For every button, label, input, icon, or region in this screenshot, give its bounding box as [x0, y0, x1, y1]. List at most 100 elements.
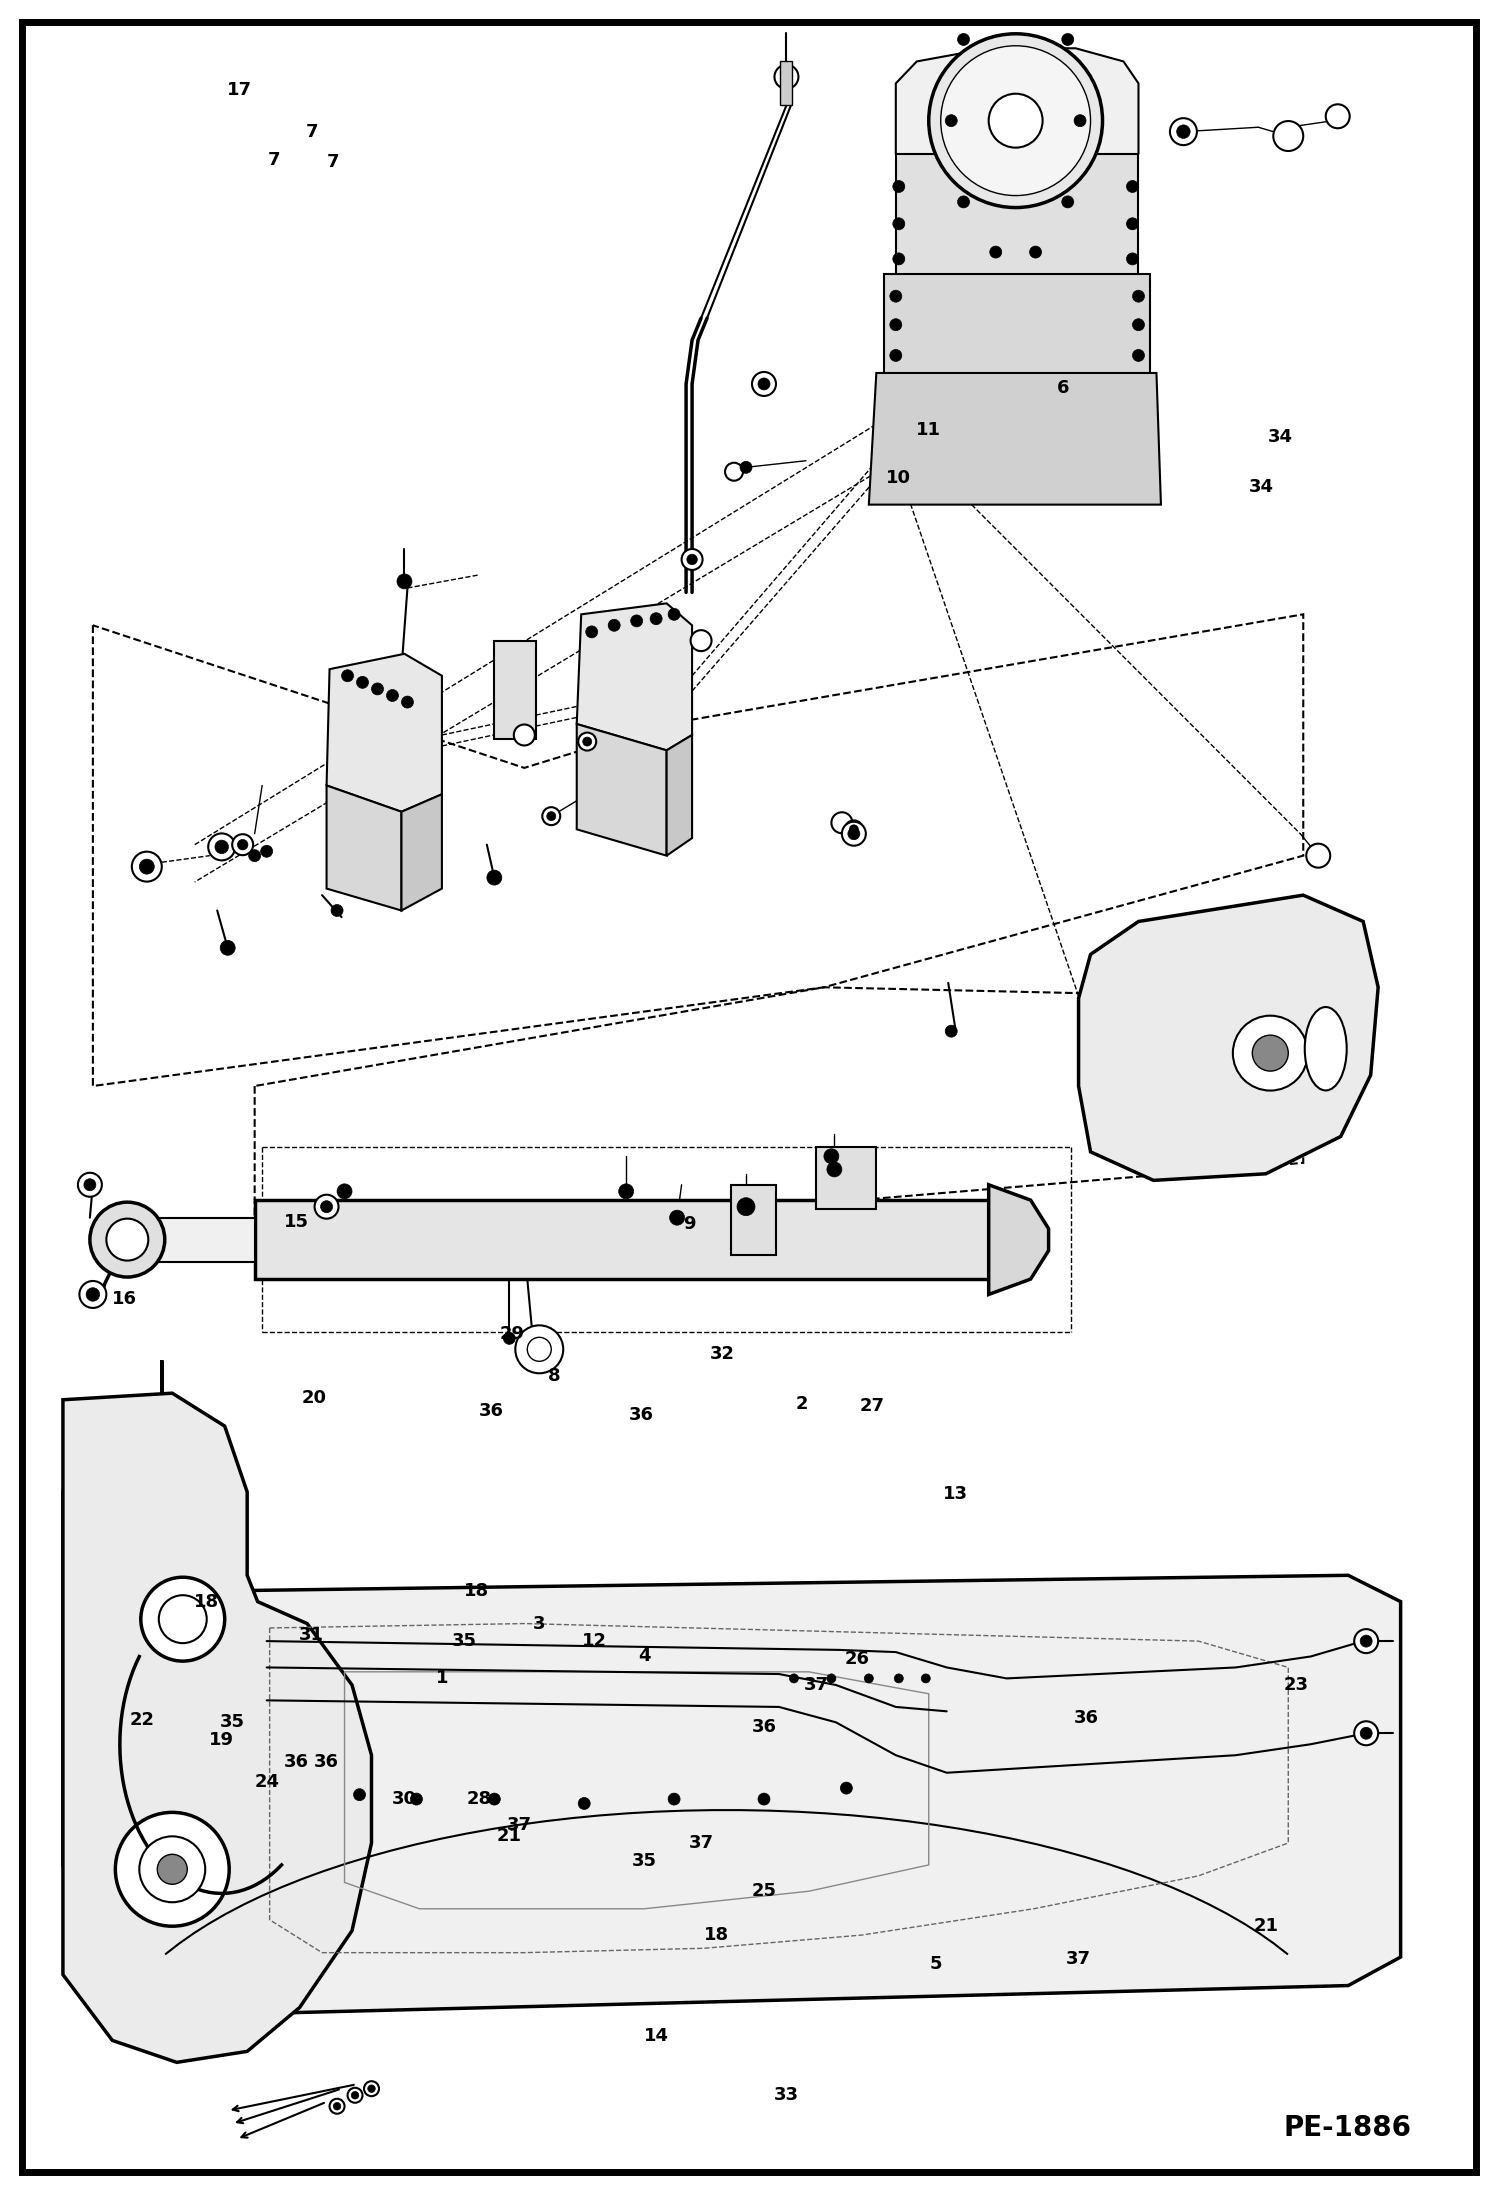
Polygon shape: [577, 724, 667, 856]
Circle shape: [957, 33, 969, 46]
Text: PE-1886: PE-1886: [1284, 2115, 1411, 2141]
Circle shape: [758, 1792, 770, 1806]
Polygon shape: [896, 154, 1138, 285]
Text: 37: 37: [508, 1817, 532, 1834]
Circle shape: [945, 114, 957, 127]
Circle shape: [1354, 1630, 1378, 1652]
Circle shape: [1233, 1016, 1308, 1090]
Polygon shape: [401, 794, 442, 911]
Circle shape: [1126, 217, 1138, 230]
Circle shape: [1074, 114, 1086, 127]
Circle shape: [668, 1792, 680, 1806]
Circle shape: [333, 2102, 342, 2111]
Polygon shape: [577, 603, 692, 750]
Text: 36: 36: [479, 1402, 503, 1420]
Text: 36: 36: [1074, 1709, 1098, 1727]
Polygon shape: [896, 48, 1138, 171]
Text: 2: 2: [795, 1395, 807, 1413]
Circle shape: [139, 860, 154, 873]
Text: 5: 5: [930, 1955, 942, 1972]
Circle shape: [578, 1797, 590, 1810]
Circle shape: [1177, 125, 1189, 138]
Text: 24: 24: [255, 1773, 279, 1790]
Circle shape: [214, 840, 228, 853]
Text: 34: 34: [1249, 478, 1273, 496]
Polygon shape: [667, 735, 692, 856]
Text: 14: 14: [644, 2027, 668, 2045]
Bar: [731, 1185, 776, 1255]
Text: 30: 30: [392, 1790, 416, 1808]
Text: 26: 26: [845, 1650, 869, 1667]
Circle shape: [774, 66, 798, 88]
Polygon shape: [1079, 895, 1378, 1180]
Circle shape: [737, 1198, 755, 1215]
Circle shape: [780, 70, 792, 83]
Circle shape: [79, 1281, 106, 1308]
Circle shape: [542, 807, 560, 825]
Circle shape: [1273, 121, 1303, 151]
Text: 23: 23: [1284, 1676, 1308, 1694]
Text: 33: 33: [774, 2086, 798, 2104]
Circle shape: [364, 2082, 379, 2095]
Circle shape: [337, 1185, 352, 1198]
Circle shape: [237, 840, 249, 849]
Circle shape: [315, 1196, 339, 1218]
Circle shape: [578, 733, 596, 750]
Circle shape: [1132, 290, 1144, 303]
Circle shape: [1029, 246, 1041, 259]
Circle shape: [941, 46, 1091, 195]
Text: 18: 18: [704, 1926, 728, 1944]
Circle shape: [357, 676, 369, 689]
Circle shape: [670, 1211, 685, 1224]
Circle shape: [106, 1218, 148, 1262]
Circle shape: [740, 461, 752, 474]
Circle shape: [401, 695, 413, 709]
Circle shape: [503, 1332, 515, 1345]
Text: 8: 8: [548, 1367, 560, 1384]
Circle shape: [752, 373, 776, 395]
Circle shape: [487, 871, 502, 884]
Polygon shape: [884, 274, 1150, 384]
Circle shape: [261, 845, 273, 858]
Circle shape: [849, 825, 858, 834]
Circle shape: [1360, 1727, 1372, 1740]
Circle shape: [893, 252, 905, 265]
Circle shape: [827, 1163, 842, 1176]
Text: 16: 16: [112, 1290, 136, 1308]
Circle shape: [208, 834, 235, 860]
Text: 36: 36: [752, 1718, 776, 1735]
Text: 28: 28: [467, 1790, 491, 1808]
Circle shape: [1126, 180, 1138, 193]
Text: 15: 15: [285, 1213, 309, 1231]
Circle shape: [232, 834, 253, 856]
Circle shape: [842, 823, 866, 845]
Circle shape: [845, 821, 863, 838]
Text: 11: 11: [917, 421, 941, 439]
Circle shape: [1306, 845, 1330, 867]
Circle shape: [115, 1812, 229, 1926]
Circle shape: [386, 689, 398, 702]
Text: 37: 37: [1067, 1950, 1091, 1968]
Circle shape: [631, 614, 643, 627]
Circle shape: [893, 180, 905, 193]
Circle shape: [348, 2089, 363, 2102]
Polygon shape: [255, 1200, 989, 1279]
Circle shape: [758, 377, 770, 391]
Text: 4: 4: [638, 1648, 650, 1665]
Circle shape: [249, 849, 261, 862]
Text: 1: 1: [436, 1670, 448, 1687]
Circle shape: [78, 1174, 102, 1196]
Circle shape: [330, 2100, 345, 2113]
Text: 35: 35: [632, 1852, 656, 1869]
Circle shape: [372, 682, 383, 695]
Circle shape: [90, 1202, 165, 1277]
Text: 36: 36: [285, 1753, 309, 1771]
Circle shape: [354, 1788, 366, 1801]
Circle shape: [864, 1674, 873, 1683]
Text: 17: 17: [228, 81, 252, 99]
Circle shape: [1354, 1722, 1378, 1744]
Circle shape: [945, 1025, 957, 1038]
Circle shape: [848, 827, 860, 840]
Circle shape: [488, 1792, 500, 1806]
Circle shape: [957, 195, 969, 208]
